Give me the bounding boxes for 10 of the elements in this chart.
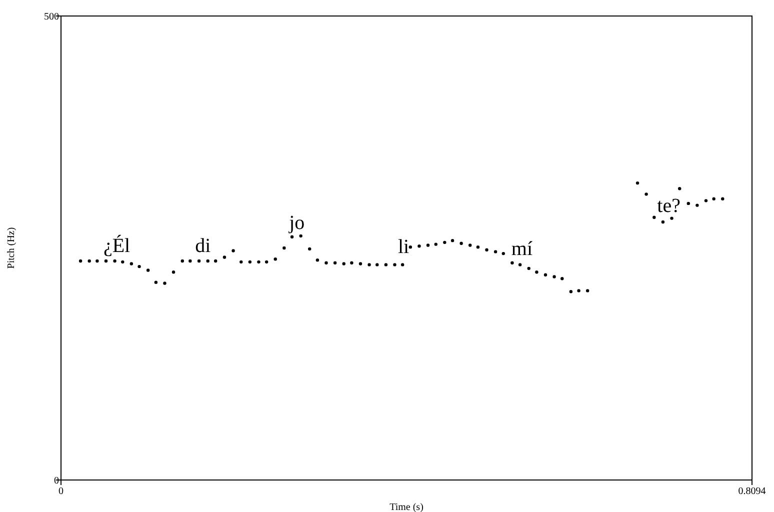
- x-tick-label: 0.8094: [738, 486, 766, 497]
- y-axis-title: Pitch (Hz): [6, 227, 17, 269]
- annotation: li: [398, 236, 410, 258]
- annotation: mí: [511, 238, 533, 260]
- y-tick-label: 500: [44, 12, 59, 22]
- annotation: jo: [288, 212, 305, 234]
- x-axis-title: Time (s): [390, 502, 424, 512]
- annotation: te?: [657, 195, 681, 217]
- annotation: ¿Él: [103, 234, 131, 257]
- annotation: di: [195, 235, 212, 257]
